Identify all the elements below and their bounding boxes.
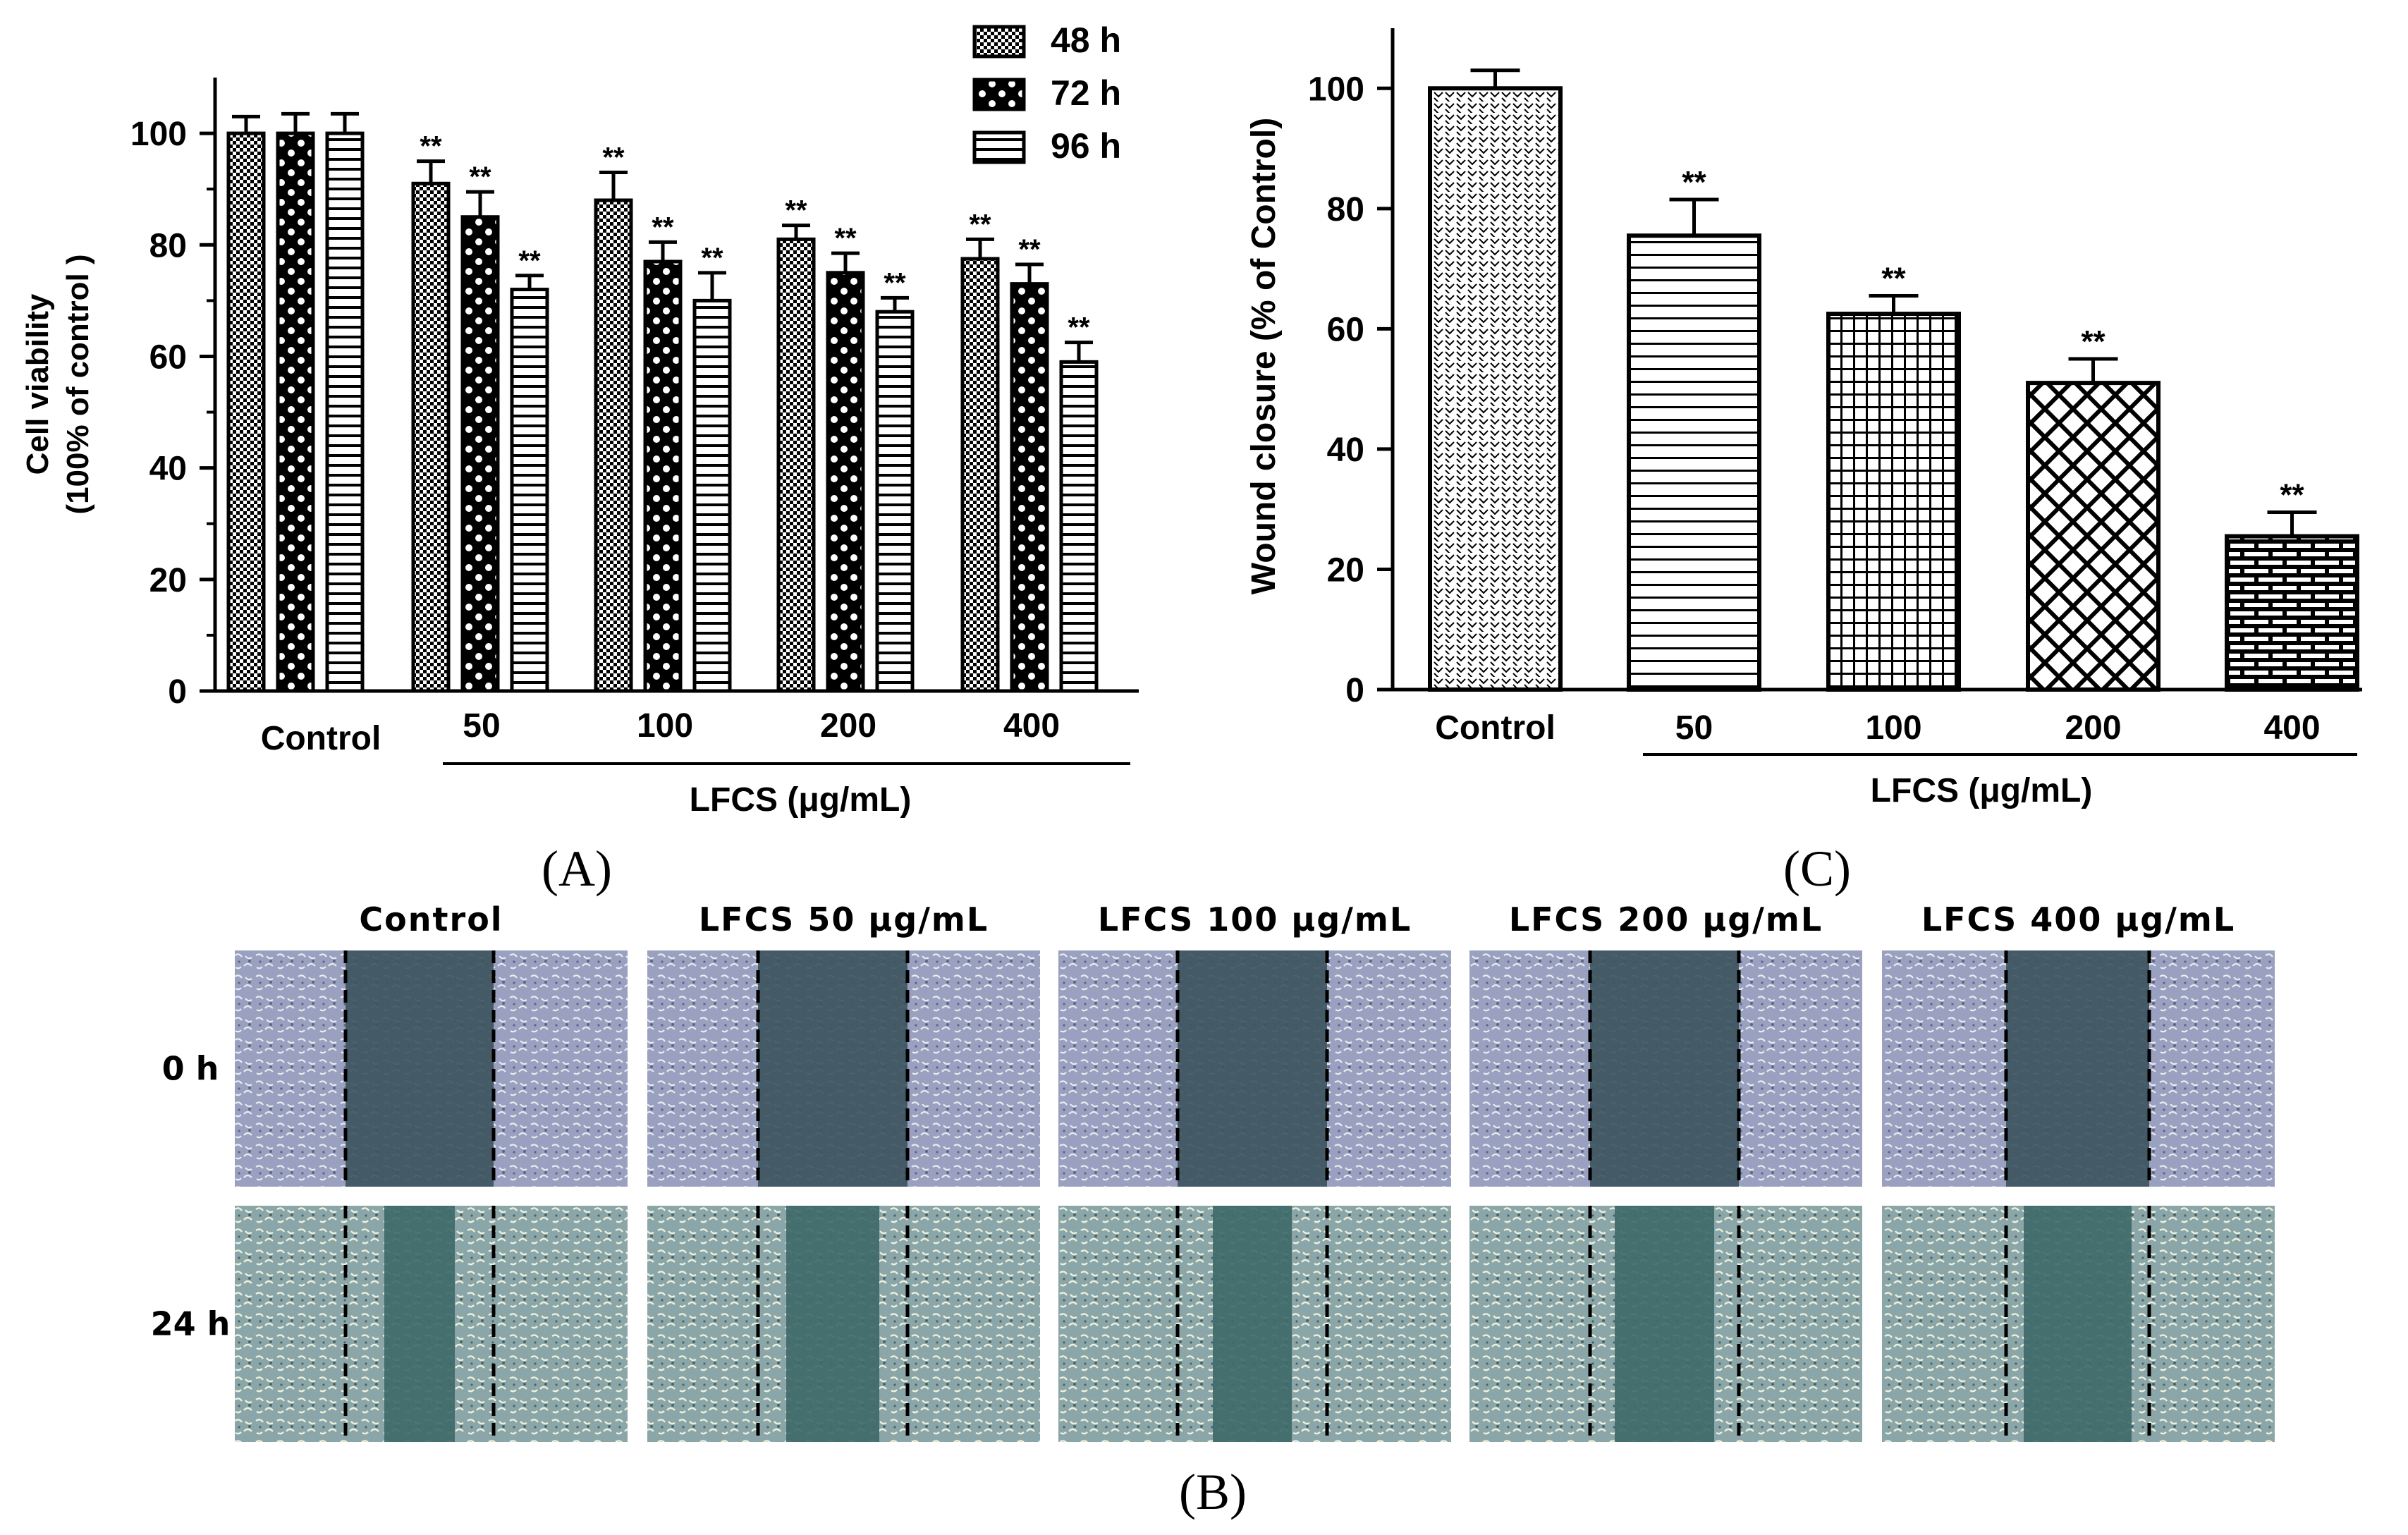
micrograph-column-label: LFCS 50 μg/mL	[699, 900, 989, 938]
x-tick-label: 100	[1865, 709, 1921, 747]
micrograph-column-label: LFCS 400 μg/mL	[1921, 900, 2235, 938]
legend-swatch-72h	[972, 78, 1026, 111]
bar-72h-Control	[276, 131, 315, 693]
micrograph-wound-gap	[1178, 950, 1327, 1187]
significance-mark: **	[884, 267, 906, 298]
x-tick-label: 400	[1003, 707, 1060, 745]
y-tick-label: 40	[149, 451, 187, 488]
micrograph-wound-gap	[384, 1206, 455, 1442]
bar-72h-400	[1010, 282, 1049, 693]
micrograph-wound-gap	[2024, 1206, 2132, 1442]
significance-mark: **	[602, 142, 625, 173]
y-tick-label: 80	[1327, 191, 1364, 228]
significance-mark: **	[652, 212, 674, 243]
micrograph-wound-gap	[1615, 1206, 1714, 1442]
y-tick-label: 100	[130, 116, 187, 153]
panel-label-a: (A)	[542, 840, 612, 897]
micrograph-wound-gap	[786, 1206, 879, 1442]
bar-48h-Control	[226, 131, 266, 693]
bar-72h-50	[460, 215, 500, 693]
wound-healing-micrographs: Control LFCS 50 μg/mL LFCS 100 μg/mL LFCS 2…	[151, 900, 2275, 1442]
significance-mark: **	[969, 209, 991, 240]
x-tick-label: 50	[1675, 709, 1713, 747]
micrograph-row-label: 0 h	[162, 1050, 219, 1088]
bar-Control	[1428, 86, 1563, 692]
cell-viability-chart: 0 20 40 60 80 100 ** ** ** ** ** ** ** ** ** ** ** ** Cont…	[20, 20, 1139, 819]
bar-96h-100	[692, 298, 732, 693]
significance-mark: **	[518, 245, 541, 276]
x-tick-label: 400	[2263, 709, 2320, 747]
bar-96h-50	[510, 288, 549, 693]
y-axis-label-line1: Cell viability	[20, 293, 55, 475]
bar-72h-100	[643, 259, 683, 693]
y-axis-label: Wound closure (% of Control)	[1245, 118, 1283, 594]
significance-mark: **	[420, 131, 442, 162]
legend-label: 48 h	[1051, 20, 1121, 60]
micrograph-wound-gap	[346, 950, 494, 1187]
micrograph-row-label: 24 h	[151, 1305, 231, 1343]
x-tick-label: 200	[2065, 709, 2121, 747]
micrograph-column-label: LFCS 100 μg/mL	[1098, 900, 1412, 938]
y-tick-label: 60	[1327, 311, 1364, 348]
bar-48h-50	[411, 181, 451, 693]
bar-48h-100	[594, 198, 633, 693]
micrograph-column-label: LFCS 200 μg/mL	[1509, 900, 1823, 938]
bar-96h-Control	[325, 131, 365, 693]
y-tick-label: 20	[149, 562, 187, 599]
panel-label-c: (C)	[1783, 840, 1851, 897]
y-tick-label: 40	[1327, 432, 1364, 469]
wound-closure-chart: 0 20 40 60 80 100 Control ** 50 ** 100 ** 200 ** 400 LF…	[1245, 28, 2362, 809]
bar-48h-200	[776, 237, 816, 693]
y-tick-label: 100	[1308, 71, 1364, 108]
micrograph-wound-gap	[2006, 950, 2149, 1187]
bar-400	[2225, 534, 2359, 692]
x-tick-label: Control	[1435, 709, 1556, 747]
y-tick-label: 60	[149, 338, 187, 376]
significance-mark: **	[785, 195, 807, 226]
legend-label: 96 h	[1051, 126, 1121, 166]
significance-mark: **	[1682, 165, 1706, 200]
significance-mark: **	[2280, 477, 2304, 512]
x-axis-label: LFCS (μg/mL)	[1871, 772, 2093, 809]
x-tick-label: 200	[820, 707, 876, 745]
bar-48h-400	[960, 257, 1000, 693]
significance-mark: **	[469, 161, 491, 192]
significance-mark: **	[1881, 261, 1906, 295]
legend-label: 72 h	[1051, 73, 1121, 113]
bar-50	[1627, 233, 1761, 692]
x-tick-label: Control	[261, 720, 381, 757]
micrograph-wound-gap	[1590, 950, 1739, 1187]
bar-200	[2026, 381, 2161, 692]
bar-100	[1826, 312, 1961, 692]
legend-swatch-48h	[972, 25, 1026, 59]
legend-swatch-96h	[972, 130, 1026, 164]
bar-96h-400	[1059, 360, 1099, 693]
y-axis-label-line2: (100% of control )	[61, 254, 95, 514]
panel-label-b: (B)	[1179, 1464, 1247, 1520]
micrograph-wound-gap	[1213, 1206, 1292, 1442]
significance-mark: **	[1018, 234, 1041, 265]
significance-mark: **	[701, 243, 723, 274]
y-tick-label: 80	[149, 227, 187, 264]
bar-72h-200	[826, 271, 865, 693]
bar-96h-200	[875, 310, 915, 693]
micrograph-column-label: Control	[359, 900, 503, 938]
significance-mark: **	[1068, 312, 1090, 343]
y-tick-label: 0	[168, 673, 187, 711]
micrograph-wound-gap	[758, 950, 907, 1187]
x-tick-label: 100	[637, 707, 693, 745]
x-tick-label: 50	[463, 707, 500, 745]
y-tick-label: 20	[1327, 551, 1364, 589]
x-axis-label: LFCS (μg/mL)	[690, 781, 912, 819]
significance-mark: **	[2081, 324, 2106, 359]
y-tick-label: 0	[1345, 672, 1364, 709]
significance-mark: **	[834, 223, 857, 254]
